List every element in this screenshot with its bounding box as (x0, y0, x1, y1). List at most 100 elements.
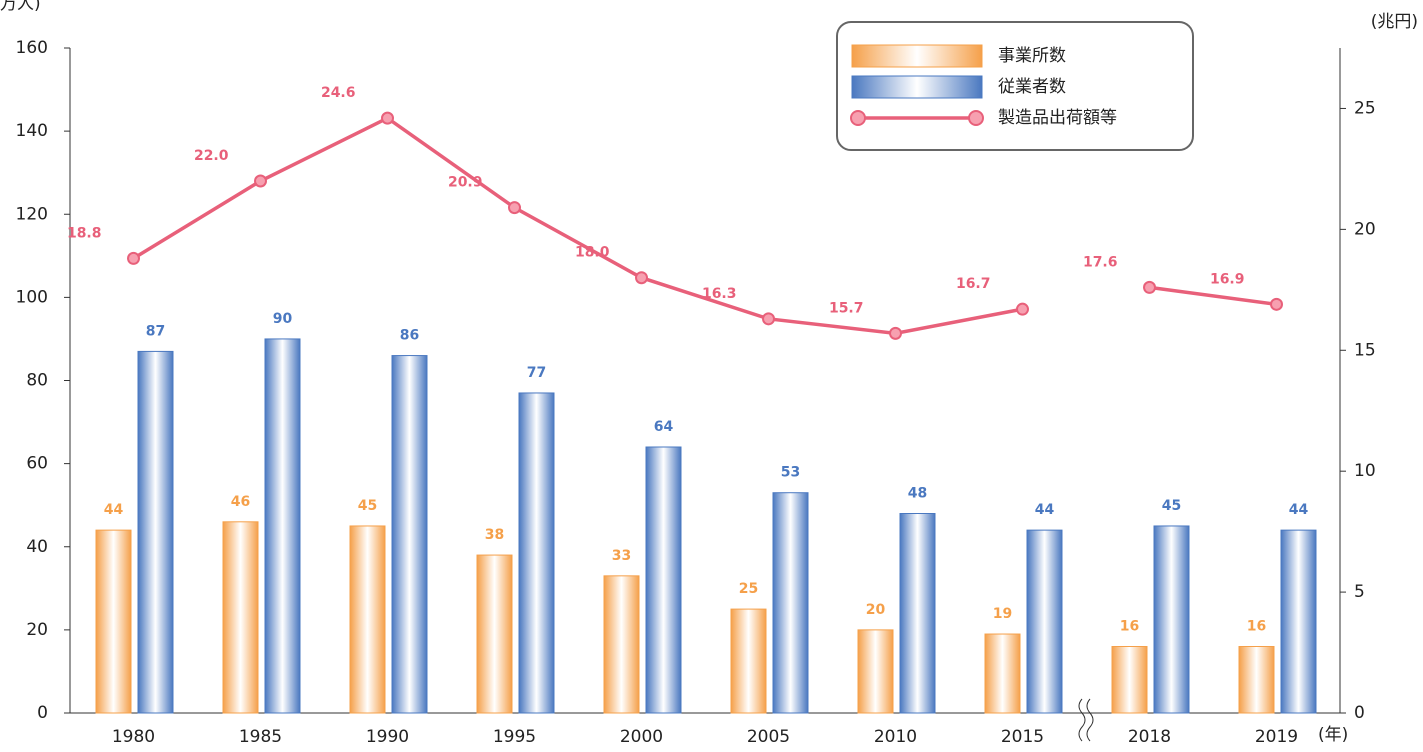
axis-break (1078, 698, 1086, 742)
bar (222, 521, 259, 714)
value-label: 16 (1247, 619, 1266, 635)
bar (349, 525, 386, 714)
bar (391, 355, 428, 714)
bar (1153, 525, 1190, 714)
value-label: 44 (104, 502, 124, 518)
bar (518, 392, 555, 714)
value-label: 16 (1120, 619, 1139, 635)
legend-label: 従業者数 (998, 77, 1066, 97)
value-label: 20.9 (448, 175, 483, 191)
line-marker (508, 201, 521, 215)
bar (899, 513, 936, 714)
value-label: 17.6 (1083, 254, 1118, 270)
value-label: 22.0 (194, 148, 229, 164)
x-tick-label: 1980 (112, 727, 155, 747)
y-tick-label: 20 (26, 620, 48, 640)
y2-tick-label: 0 (1354, 703, 1365, 723)
value-label: 33 (612, 548, 631, 564)
value-label: 16.3 (702, 286, 737, 302)
legend-label: 事業所数 (998, 46, 1066, 66)
line (132, 116, 1023, 336)
legend-label: 製造品出荷額等 (998, 108, 1117, 128)
line-marker (635, 271, 648, 285)
y-tick-label: 100 (16, 287, 48, 307)
y-tick-label: 0 (37, 703, 48, 723)
x-tick-label: 1985 (239, 727, 282, 747)
line-marker (1270, 297, 1283, 311)
y-tick-label: 160 (16, 38, 48, 58)
bar (1238, 646, 1275, 714)
legend-swatch (968, 110, 984, 126)
line-marker (1143, 280, 1156, 294)
legend-swatch (851, 44, 983, 68)
line-marker (254, 174, 267, 188)
value-label: 25 (739, 581, 758, 597)
value-label: 18.0 (575, 245, 610, 261)
value-label: 48 (908, 486, 927, 502)
value-label: 45 (358, 498, 377, 514)
line-marker (889, 326, 902, 340)
y2-tick-label: 20 (1354, 219, 1376, 239)
legend-swatch (850, 110, 866, 126)
y-tick-label: 40 (26, 537, 48, 557)
line-marker (1016, 302, 1029, 316)
y-axis-label: 万人) (0, 0, 41, 14)
x-tick-label: 1995 (493, 727, 536, 747)
bar (476, 554, 513, 714)
value-label: 45 (1162, 498, 1181, 514)
value-label: 19 (993, 606, 1012, 622)
y2-tick-label: 5 (1354, 582, 1365, 602)
x-tick-label: 2000 (620, 727, 663, 747)
value-label: 46 (231, 494, 250, 510)
value-label: 38 (485, 527, 504, 543)
y-tick-label: 60 (26, 454, 48, 474)
x-axis-unit: (年) (1318, 725, 1348, 745)
y-tick-label: 120 (16, 204, 48, 224)
value-label: 20 (866, 602, 886, 618)
bar (730, 608, 767, 714)
x-tick-label: 2018 (1128, 727, 1171, 747)
value-label: 53 (781, 465, 800, 481)
x-tick-label: 2010 (874, 727, 917, 747)
bar (603, 575, 640, 714)
line-marker (127, 251, 140, 265)
value-label: 86 (400, 328, 419, 344)
value-label: 16.9 (1210, 271, 1245, 287)
y2-tick-label: 15 (1354, 340, 1376, 360)
x-tick-label: 2015 (1001, 727, 1044, 747)
value-label: 24.6 (321, 85, 356, 101)
value-label: 15.7 (829, 300, 864, 316)
value-label: 64 (654, 419, 674, 435)
value-label: 44 (1035, 502, 1055, 518)
value-label: 16.7 (956, 276, 991, 292)
bar (1026, 529, 1063, 714)
y2-tick-label: 25 (1354, 98, 1376, 118)
bar (645, 446, 682, 714)
y2-tick-label: 10 (1354, 461, 1376, 481)
x-tick-label: 2019 (1255, 727, 1298, 747)
bar (1280, 529, 1317, 714)
line (1149, 285, 1277, 307)
bar (264, 338, 301, 714)
value-label: 90 (273, 311, 293, 327)
bar (857, 629, 894, 714)
y-tick-label: 140 (16, 121, 48, 141)
line-marker (762, 312, 775, 326)
bar (137, 350, 174, 714)
bar (984, 633, 1021, 714)
x-tick-label: 2005 (747, 727, 790, 747)
axis-break (1086, 698, 1094, 742)
value-label: 77 (527, 365, 546, 381)
y-tick-label: 80 (26, 371, 48, 391)
legend-swatch (851, 75, 983, 99)
value-label: 87 (146, 323, 165, 339)
x-tick-label: 1990 (366, 727, 409, 747)
value-label: 18.8 (67, 225, 102, 241)
bar (95, 529, 132, 714)
bar (772, 492, 809, 714)
value-label: 44 (1289, 502, 1309, 518)
bar (1111, 646, 1148, 714)
line-marker (381, 111, 394, 125)
y2-axis-label: (兆円) (1371, 12, 1418, 32)
